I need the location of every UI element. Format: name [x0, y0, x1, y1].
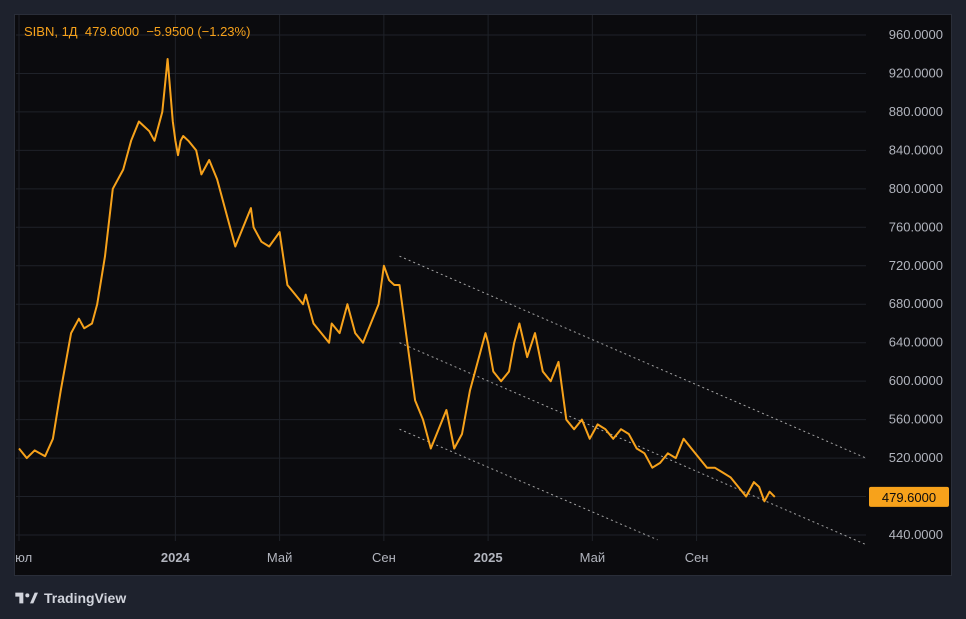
tradingview-logo-icon: [15, 592, 38, 604]
x-tick-label: Май: [267, 550, 292, 565]
grid: [16, 15, 866, 541]
symbol-legend: SIBN, 1Д 479.6000 −5.9500 (−1.23%): [24, 24, 251, 39]
y-tick-label: 680.0000: [889, 296, 943, 311]
time-axis[interactable]: Июл 2024 Май Сен 2025 Май Сен: [15, 550, 709, 565]
legend-change: −5.9500: [146, 24, 194, 39]
x-tick-label: 2025: [474, 550, 503, 565]
x-tick-label: Сен: [372, 550, 396, 565]
y-tick-label: 440.0000: [889, 527, 943, 542]
chart-panel[interactable]: 960.0000 920.0000 880.0000 840.0000 800.0000…: [14, 14, 952, 576]
y-tick-label: 600.0000: [889, 373, 943, 388]
channel-line-upper: [399, 255, 867, 459]
channel-line-lower: [399, 428, 658, 541]
legend-change-pct: (−1.23%): [197, 24, 251, 39]
x-tick-label: Сен: [685, 550, 709, 565]
price-chart[interactable]: 960.0000 920.0000 880.0000 840.0000 800.0000…: [15, 15, 951, 575]
brand-label: TradingView: [44, 590, 127, 606]
y-tick-label: 920.0000: [889, 65, 943, 80]
legend-price: 479.6000: [84, 24, 140, 39]
y-tick-label: 640.0000: [889, 335, 943, 350]
price-axis[interactable]: 960.0000 920.0000 880.0000 840.0000 800.0000…: [889, 27, 943, 542]
y-tick-label: 960.0000: [889, 27, 943, 42]
legend-interval[interactable]: 1Д: [61, 24, 78, 39]
legend-symbol[interactable]: SIBN: [24, 24, 55, 39]
channel-line-middle: [399, 342, 867, 546]
price-series: [18, 58, 776, 503]
x-tick-label: Май: [580, 550, 605, 565]
y-tick-label: 840.0000: [889, 142, 943, 157]
tradingview-brand[interactable]: TradingView: [14, 588, 126, 608]
channel-lines: [399, 255, 867, 546]
x-tick-label: Июл: [15, 550, 32, 565]
last-price-badge: [869, 486, 949, 507]
y-tick-label: 800.0000: [889, 181, 943, 196]
last-price-text: 479.6000: [882, 490, 936, 505]
y-tick-label: 880.0000: [889, 104, 943, 119]
last-price-label: 479.6000: [869, 486, 949, 507]
y-tick-label: 560.0000: [889, 412, 943, 427]
y-tick-label: 720.0000: [889, 258, 943, 273]
x-tick-label: 2024: [161, 550, 191, 565]
y-tick-label: 520.0000: [889, 450, 943, 465]
y-tick-label: 760.0000: [889, 219, 943, 234]
price-line: [18, 58, 776, 503]
